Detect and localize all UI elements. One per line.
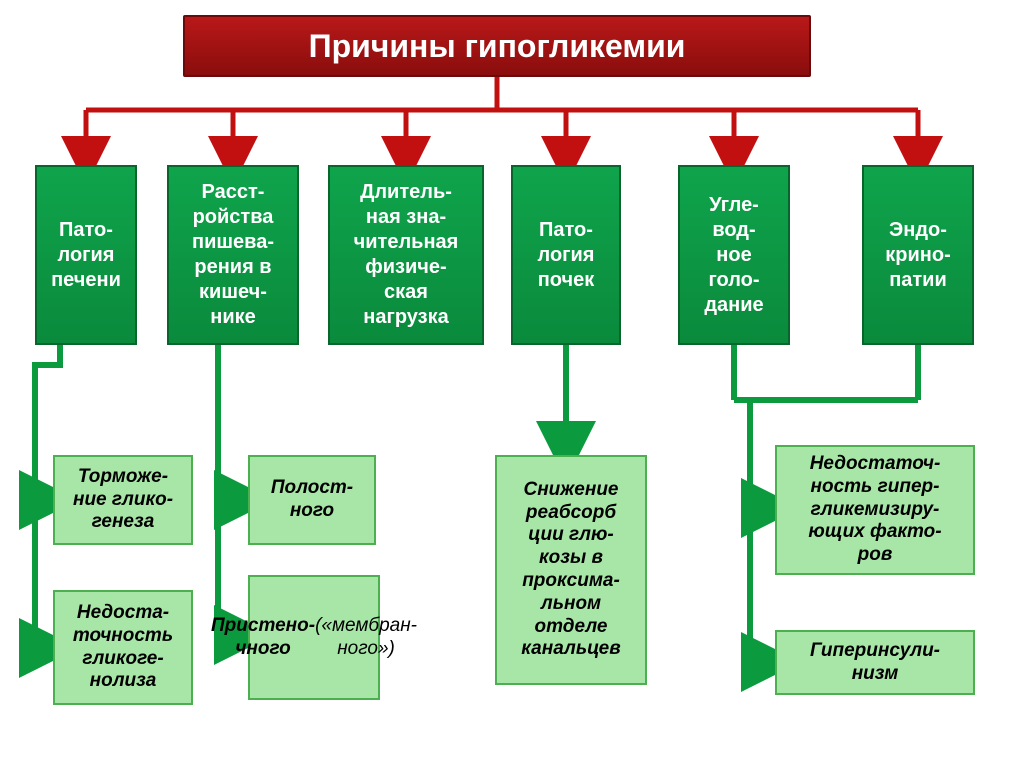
leaf-box: Пристено-чного(«мембран-ного») [248, 575, 380, 700]
cause-box: Эндо-крино-патии [862, 165, 974, 345]
cause-box: Длитель-ная зна-чительнаяфизиче-скаянагр… [328, 165, 484, 345]
leaf-box: Торможе-ние глико-генеза [53, 455, 193, 545]
cause-box: Расст-ройствапишева-рения вкишеч-нике [167, 165, 299, 345]
cause-box: Пато-логияпочек [511, 165, 621, 345]
leaf-box: Недоста-точностьгликоге-нолиза [53, 590, 193, 705]
leaf-box: Недостаточ-ность гипер-гликемизиру-ющих … [775, 445, 975, 575]
leaf-box: Гиперинсули-низм [775, 630, 975, 695]
cause-box: Угле-вод-ноеголо-дание [678, 165, 790, 345]
cause-box: Пато-логияпечени [35, 165, 137, 345]
leaf-box: Снижениереабсорбции глю-козы впроксима-л… [495, 455, 647, 685]
diagram-title: Причины гипогликемии [183, 15, 811, 77]
leaf-box: Полост-ного [248, 455, 376, 545]
